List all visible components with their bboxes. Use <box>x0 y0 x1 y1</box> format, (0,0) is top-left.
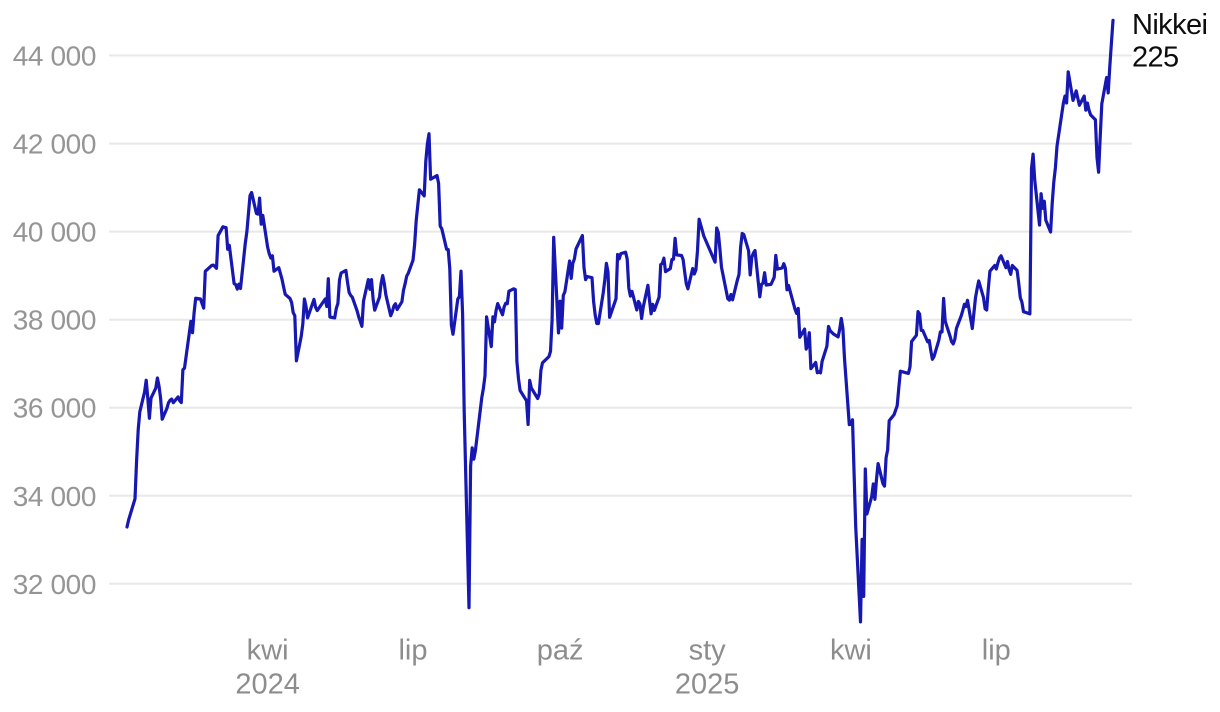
svg-text:32 000: 32 000 <box>13 569 96 600</box>
svg-text:kwi: kwi <box>247 634 289 666</box>
svg-text:34 000: 34 000 <box>13 481 96 512</box>
svg-text:kwi: kwi <box>830 634 872 666</box>
svg-text:2025: 2025 <box>675 669 740 701</box>
svg-text:44 000: 44 000 <box>13 41 96 72</box>
svg-text:38 000: 38 000 <box>13 305 96 336</box>
svg-text:lip: lip <box>982 634 1011 666</box>
svg-text:2024: 2024 <box>235 669 300 701</box>
svg-text:Nikkei: Nikkei <box>1132 9 1207 41</box>
svg-text:sty: sty <box>689 634 727 666</box>
svg-text:40 000: 40 000 <box>13 217 96 248</box>
svg-text:lip: lip <box>398 634 427 666</box>
svg-text:36 000: 36 000 <box>13 393 96 424</box>
svg-text:42 000: 42 000 <box>13 129 96 160</box>
svg-text:225: 225 <box>1132 42 1179 74</box>
svg-text:paź: paź <box>537 634 584 666</box>
